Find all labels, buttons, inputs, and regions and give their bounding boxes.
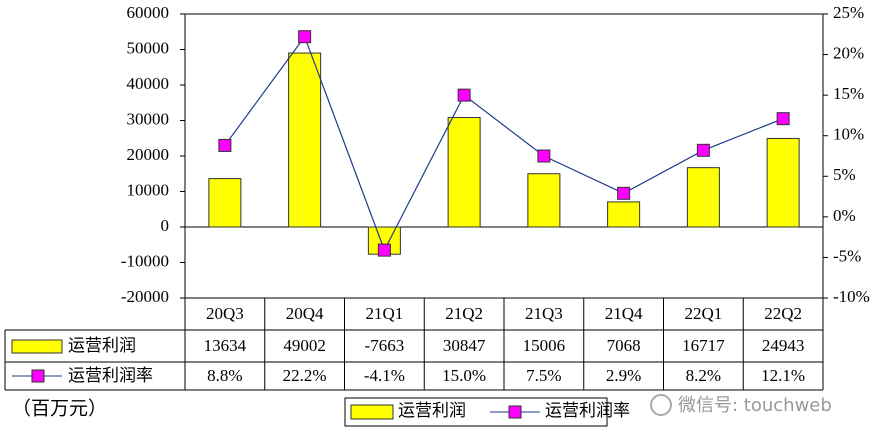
y-tick-label: -10000: [121, 251, 169, 270]
table-row-label: 运营利润: [68, 336, 136, 355]
marker: [776, 112, 790, 126]
bar: [208, 178, 242, 228]
watermark-icon: [650, 394, 672, 416]
y-tick-label: 10000: [127, 180, 170, 199]
table-value: 15006: [523, 336, 566, 355]
x-tick-label: 22Q1: [684, 304, 722, 323]
bar: [288, 52, 322, 228]
table-value: 16717: [682, 336, 725, 355]
marker: [218, 138, 232, 152]
marker: [377, 243, 391, 257]
y-tick-label: 40000: [127, 74, 170, 93]
table-value: 7.5%: [526, 366, 561, 385]
marker: [696, 143, 710, 157]
x-tick-label: 21Q4: [605, 304, 643, 323]
marker: [537, 149, 551, 163]
table-value: -4.1%: [364, 366, 405, 385]
unit-label: （百万元）: [12, 397, 107, 419]
x-tick-label: 21Q3: [525, 304, 563, 323]
bar: [607, 201, 641, 228]
table-value: 8.2%: [686, 366, 721, 385]
x-tick-label: 21Q1: [365, 304, 403, 323]
x-tick-label: 20Q4: [286, 304, 324, 323]
bar: [527, 173, 561, 228]
table-row-label: 运营利润率: [68, 366, 153, 385]
table-value: 30847: [443, 336, 486, 355]
x-tick-label: 22Q2: [764, 304, 802, 323]
y-tick-label: 0: [161, 216, 170, 235]
x-tick-label: 21Q2: [445, 304, 483, 323]
y2-tick-label: 10%: [833, 125, 864, 144]
marker: [457, 88, 471, 102]
legend-swatch: [350, 404, 394, 420]
table-value: 7068: [607, 336, 641, 355]
line: [224, 35, 784, 252]
y-tick-label: -20000: [121, 287, 169, 306]
y-tick-label: 30000: [127, 109, 170, 128]
table-value: 49002: [283, 336, 326, 355]
y-tick-label: 20000: [127, 145, 170, 164]
y2-tick-label: 20%: [833, 43, 864, 62]
x-tick-label: 20Q3: [206, 304, 244, 323]
marker: [298, 30, 312, 44]
table-legend-swatch: [11, 339, 63, 354]
bar: [766, 137, 800, 228]
table-value: 15.0%: [442, 366, 486, 385]
y2-tick-label: 0%: [833, 206, 856, 225]
table-value: 8.8%: [207, 366, 242, 385]
table-value: -7663: [365, 336, 405, 355]
y2-tick-label: 25%: [833, 3, 864, 22]
bar: [447, 116, 481, 228]
y-tick-label: 60000: [127, 3, 170, 22]
table-value: 12.1%: [761, 366, 805, 385]
legend-label: 运营利润: [398, 401, 466, 420]
y-tick-label: 50000: [127, 38, 170, 57]
bar: [686, 167, 720, 228]
y2-tick-label: 5%: [833, 165, 856, 184]
legend-label: 运营利润率: [545, 401, 630, 420]
y2-tick-label: -10%: [833, 287, 870, 306]
y2-tick-label: -5%: [833, 246, 861, 265]
watermark: 微信号: touchweb: [678, 395, 832, 416]
table-value: 13634: [204, 336, 247, 355]
y2-tick-label: 15%: [833, 84, 864, 103]
legend-marker: [508, 405, 522, 419]
marker: [617, 186, 631, 200]
table-value: 24943: [762, 336, 805, 355]
table-value: 2.9%: [606, 366, 641, 385]
table-legend-marker: [31, 369, 45, 383]
table-value: 22.2%: [283, 366, 327, 385]
